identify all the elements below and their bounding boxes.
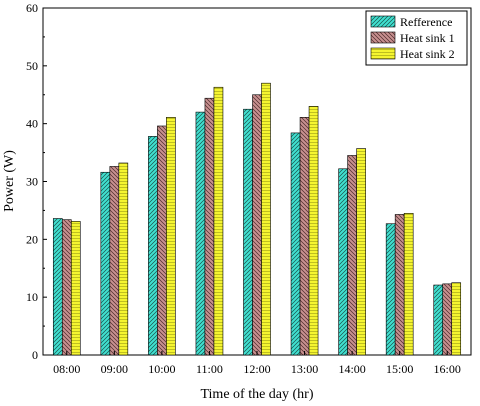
x-tick-label: 14:00	[338, 362, 365, 376]
x-tick-label: 16:00	[434, 362, 461, 376]
bar-refference-1200	[243, 108, 253, 356]
legend-swatch	[370, 31, 396, 44]
y-axis-label: Power (W)	[2, 150, 17, 212]
legend-label: Heat sink 2	[400, 47, 455, 61]
y-tick-label: 50	[26, 59, 38, 73]
y-tick-label: 0	[32, 348, 38, 362]
bar-refference-1400	[338, 168, 348, 356]
x-tick-label: 12:00	[243, 362, 270, 376]
bar-refference-1100	[195, 111, 206, 356]
legend-label: Heat sink 1	[400, 31, 455, 45]
y-tick-label: 40	[26, 117, 38, 131]
bar-heat-sink-2-0900	[118, 162, 129, 356]
bar-heat-sink-2-1300	[308, 106, 319, 356]
bars	[52, 82, 462, 356]
x-tick-label: 09:00	[101, 362, 128, 376]
bar-heat-sink-2-1200	[261, 82, 271, 356]
x-axis-ticks: 08:00 09:00 10:00 11:00 12:00 13:00 14:00 15:00…	[53, 351, 461, 376]
x-tick-label: 10:00	[148, 362, 175, 376]
bar-refference-0800	[52, 218, 63, 356]
legend-label: Refference	[400, 15, 452, 29]
bar-refference-1500	[385, 223, 396, 356]
y-tick-label: 20	[26, 232, 38, 246]
bar-heat-sink-1-1000	[157, 125, 167, 356]
x-tick-label: 11:00	[196, 362, 223, 376]
legend-swatch	[370, 15, 396, 28]
bar-heat-sink-2-1500	[403, 213, 414, 356]
bar-heat-sink-1-1300	[299, 117, 310, 356]
y-tick-label: 10	[26, 290, 38, 304]
bar-heat-sink-1-0800	[61, 219, 72, 356]
y-tick-label: 30	[26, 175, 38, 189]
bar-heat-sink-1-1400	[347, 155, 357, 356]
x-tick-label: 13:00	[291, 362, 318, 376]
bar-refference-1600	[433, 284, 444, 356]
bar-heat-sink-2-1000	[166, 117, 176, 356]
bar-refference-0900	[100, 171, 111, 356]
legend-swatch	[370, 47, 396, 60]
bar-heat-sink-1-1600	[442, 283, 453, 356]
bar-heat-sink-1-1200	[252, 94, 262, 356]
bar-refference-1000	[148, 136, 158, 356]
bar-heat-sink-1-1100	[204, 97, 215, 356]
legend: Refference Heat sink 1 Heat sink 2	[365, 10, 468, 66]
bar-heat-sink-2-1600	[451, 282, 462, 356]
bar-heat-sink-1-0900	[109, 166, 120, 356]
y-tick-label: 60	[26, 1, 38, 15]
x-axis-label: Time of the day (hr)	[200, 387, 313, 402]
y-axis-ticks: 0 10 20 30 40 50 60	[26, 1, 47, 362]
x-tick-label: 08:00	[53, 362, 80, 376]
bar-heat-sink-2-0800	[70, 221, 81, 356]
bar-heat-sink-2-1400	[356, 148, 366, 356]
bar-refference-1300	[290, 132, 301, 356]
bar-heat-sink-1-1500	[394, 214, 405, 356]
bar-heat-sink-2-1100	[213, 86, 224, 356]
x-tick-label: 15:00	[386, 362, 413, 376]
